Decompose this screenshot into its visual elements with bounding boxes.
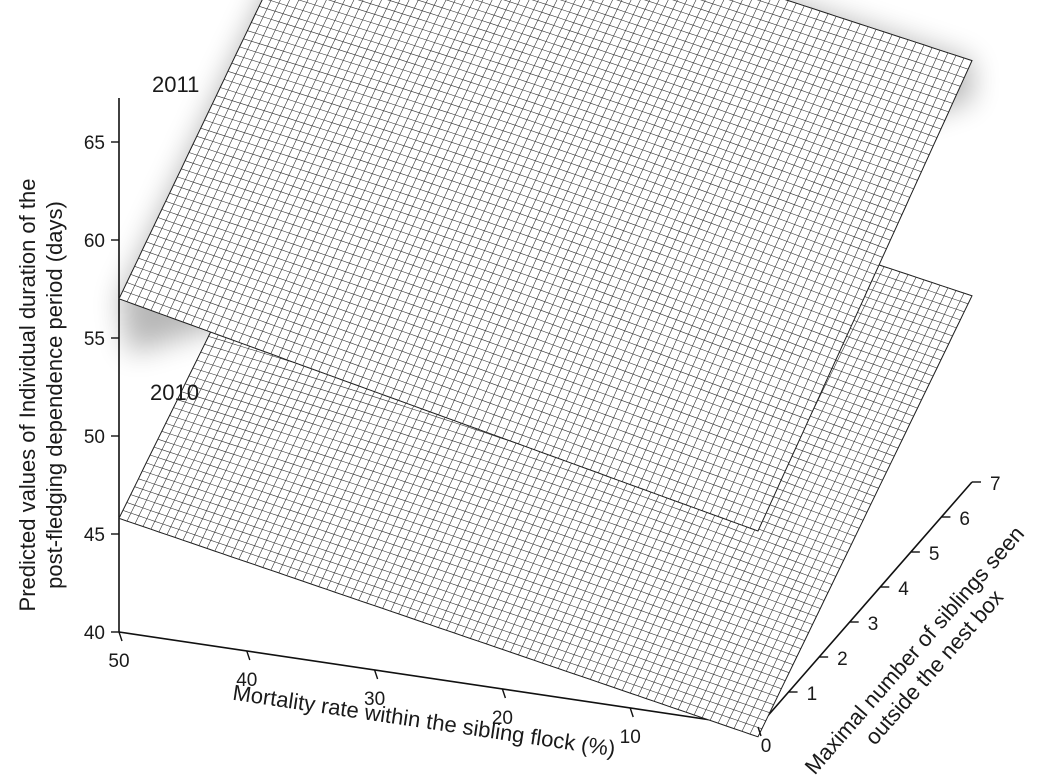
z-tick-label: 55 [84,329,105,350]
z-tick-label: 60 [84,231,105,252]
y-axis-line [757,481,973,728]
z-axis-title-line-1: Predicted values of Individual duration … [15,179,40,612]
x-tick-mark [373,669,379,680]
x-axis-title-text: Mortality rate within the sibling flock … [231,680,617,762]
z-axis-ticks: 40 45 50 55 60 65 [84,133,119,644]
z-tick-label: 65 [84,133,105,154]
x-tick-label: 50 [108,651,129,672]
y-tick-label: 5 [929,544,940,565]
y-tick-label: 6 [959,509,970,530]
y-tick-label: 3 [868,614,879,635]
y-tick-label: 1 [807,684,818,705]
z-tick-label: 45 [84,525,105,546]
x-tick-mark [757,726,762,737]
axes-frame [118,98,973,728]
y-tick-label: 4 [898,579,909,600]
x-axis-ticks: 10 20 30 40 50 0 [108,631,772,757]
x-tick-label: 20 [492,708,513,729]
x-tick-mark [501,688,507,699]
z-axis-title: Predicted values of Individual duration … [15,179,67,612]
z-tick-label: 40 [84,623,105,644]
z-tick-label: 50 [84,427,105,448]
y-tick-label: 7 [990,474,1001,495]
z-axis-title-line-2: post-fledging dependence period (days) [42,201,67,589]
surface-2011 [118,0,973,532]
x-axis-title: Mortality rate within the sibling flock … [231,680,617,762]
x-tick-mark [629,707,634,718]
x-tick-label: 40 [236,670,257,691]
x-tick-label: 0 [761,736,772,757]
x-tick-mark [246,650,251,661]
surface-outline [118,0,973,532]
x-tick-mark [118,631,123,642]
x-tick-label: 10 [620,727,641,748]
series-label-2011: 2011 [152,72,199,97]
y-tick-label: 2 [837,649,848,670]
x-tick-label: 30 [364,689,385,710]
series-label-2010: 2010 [150,380,199,405]
surface-fill [119,0,972,531]
x-axis-line [118,631,759,728]
